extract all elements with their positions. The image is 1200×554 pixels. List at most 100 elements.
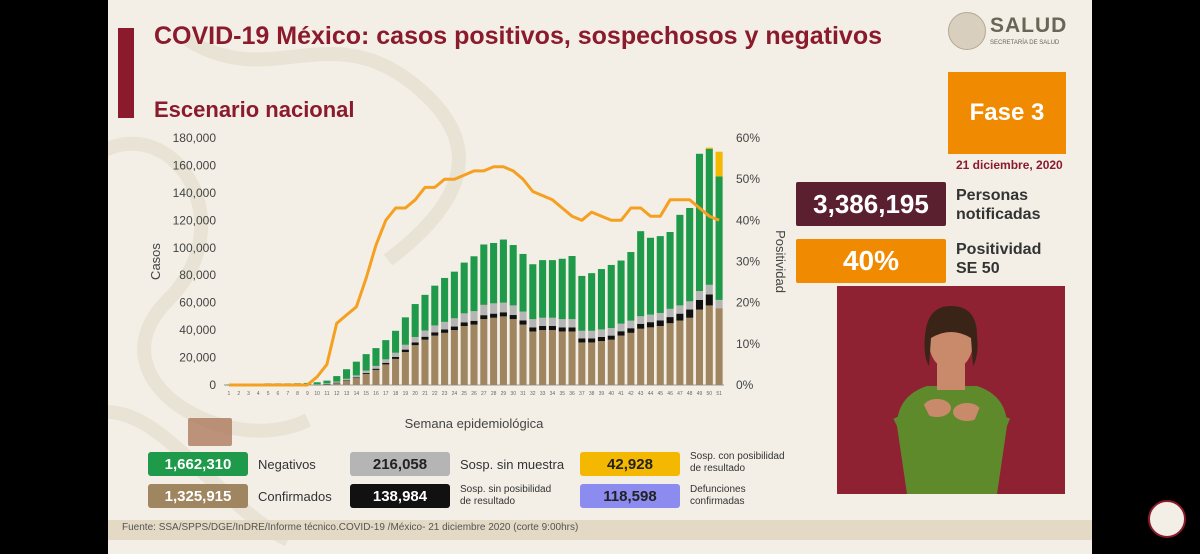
footer-bar bbox=[108, 520, 1092, 540]
bar-segment bbox=[411, 304, 419, 337]
x-tick-label: 19 bbox=[403, 391, 409, 397]
bar-segment bbox=[578, 338, 586, 343]
page-title: COVID-19 México: casos positivos, sospec… bbox=[154, 22, 883, 50]
x-tick-label: 11 bbox=[324, 391, 329, 397]
legend-sin-posibilidad-label: Sosp. sin posibilidad de resultado bbox=[460, 484, 551, 508]
bar-segment bbox=[676, 214, 684, 306]
bar-segment bbox=[666, 317, 674, 324]
bar-segment bbox=[450, 330, 458, 385]
bar-segment bbox=[597, 269, 605, 330]
x-tick-label: 23 bbox=[442, 391, 448, 397]
bar-segment bbox=[646, 327, 654, 385]
bar-segment bbox=[480, 304, 488, 316]
x-tick-label: 14 bbox=[354, 391, 360, 397]
y2-tick-label: 40% bbox=[736, 213, 760, 227]
legend-confirmados-value: 1,325,915 bbox=[148, 484, 248, 508]
legend-negativos-label: Negativos bbox=[258, 457, 316, 472]
bar-segment bbox=[578, 275, 586, 331]
x-tick-label: 24 bbox=[452, 391, 458, 397]
bar-segment bbox=[686, 207, 694, 302]
bar-segment bbox=[548, 330, 556, 385]
bar-segment bbox=[607, 264, 615, 329]
bar-segment bbox=[352, 375, 360, 378]
x-tick-label: 6 bbox=[277, 391, 280, 397]
bar-segment bbox=[362, 370, 370, 374]
positivity-label-line2: SE 50 bbox=[956, 260, 1000, 277]
y2-tick-label: 50% bbox=[736, 172, 760, 186]
legend-defunciones-line1: Defunciones bbox=[690, 484, 746, 495]
bar-segment bbox=[499, 316, 507, 385]
bar-segment bbox=[519, 311, 527, 321]
bar-segment bbox=[470, 256, 478, 312]
bar-segment bbox=[343, 369, 351, 379]
bar-segment bbox=[539, 330, 547, 385]
notified-label-line2: notificadas bbox=[956, 206, 1041, 223]
bar-segment bbox=[509, 319, 517, 385]
x-tick-label: 17 bbox=[383, 391, 389, 397]
y2-axis-title: Positividad bbox=[773, 230, 788, 293]
bar-segment bbox=[460, 325, 468, 385]
x-tick-label: 2 bbox=[237, 391, 240, 397]
x-tick-label: 15 bbox=[363, 391, 369, 397]
bar-segment bbox=[382, 364, 390, 385]
y-tick-label: 100,000 bbox=[173, 241, 217, 255]
x-tick-label: 46 bbox=[667, 391, 673, 397]
bar-segment bbox=[460, 262, 468, 314]
bar-segment bbox=[656, 325, 664, 385]
bar-segment bbox=[695, 291, 704, 300]
bar-segment bbox=[617, 331, 625, 336]
bar-segment bbox=[480, 244, 488, 305]
x-tick-label: 13 bbox=[344, 391, 350, 397]
bar-segment bbox=[392, 352, 400, 357]
bar-segment bbox=[470, 320, 478, 325]
bar-segment bbox=[499, 312, 507, 317]
cases-chart: 0 20,000 40,000 60,000 80,000 100,000 120,000 1… bbox=[148, 131, 788, 431]
bar-segment bbox=[421, 336, 429, 340]
bar-segment bbox=[401, 317, 409, 345]
notified-value: 3,386,195 bbox=[796, 182, 946, 226]
seal-icon bbox=[948, 12, 986, 50]
bar-segment bbox=[480, 315, 488, 320]
bar-segment bbox=[597, 341, 605, 385]
legend-con-posibilidad-label: Sosp. con posibilidad de resultado bbox=[690, 451, 785, 475]
bar-segment bbox=[588, 342, 596, 385]
y-tick-label: 40,000 bbox=[179, 323, 216, 337]
bar-segment bbox=[372, 369, 380, 385]
bar-segment bbox=[568, 256, 576, 320]
bar-segment bbox=[597, 336, 605, 342]
x-tick-label: 33 bbox=[540, 391, 546, 397]
bar-segment bbox=[539, 325, 547, 331]
bar-segment bbox=[450, 271, 458, 319]
bar-segment bbox=[656, 236, 664, 313]
bar-segment bbox=[558, 327, 566, 332]
x-tick-label: 48 bbox=[687, 391, 693, 397]
source-note: Fuente: SSA/SPPS/DGE/InDRE/Informe técni… bbox=[122, 522, 579, 533]
x-tick-label: 42 bbox=[628, 391, 634, 397]
bar-segment bbox=[362, 374, 370, 385]
x-tick-label: 35 bbox=[559, 391, 565, 397]
x-tick-label: 32 bbox=[530, 391, 536, 397]
x-tick-label: 27 bbox=[481, 391, 487, 397]
bar-segment bbox=[686, 309, 694, 318]
bar-segment bbox=[343, 380, 351, 385]
bar-segment bbox=[362, 354, 370, 371]
bar-segment bbox=[568, 327, 576, 332]
bar-segment bbox=[441, 329, 449, 333]
legend-defunciones-value: 118,598 bbox=[580, 484, 680, 508]
bar-segment bbox=[490, 313, 498, 318]
x-tick-label: 43 bbox=[638, 391, 644, 397]
bar-segment bbox=[588, 273, 596, 331]
bar-segment bbox=[617, 335, 625, 385]
x-tick-label: 3 bbox=[247, 391, 250, 397]
bar-segment bbox=[313, 384, 321, 386]
bar-segment bbox=[548, 317, 556, 326]
y2-tick-label: 20% bbox=[736, 296, 760, 310]
y-tick-label: 140,000 bbox=[173, 186, 217, 200]
x-tick-label: 25 bbox=[461, 391, 467, 397]
bar-segment bbox=[588, 330, 596, 339]
bar-segment bbox=[627, 252, 635, 321]
bar-segment bbox=[352, 361, 360, 376]
bar-segment bbox=[372, 348, 380, 366]
bar-segment bbox=[519, 253, 527, 312]
bar-segment bbox=[715, 308, 723, 385]
